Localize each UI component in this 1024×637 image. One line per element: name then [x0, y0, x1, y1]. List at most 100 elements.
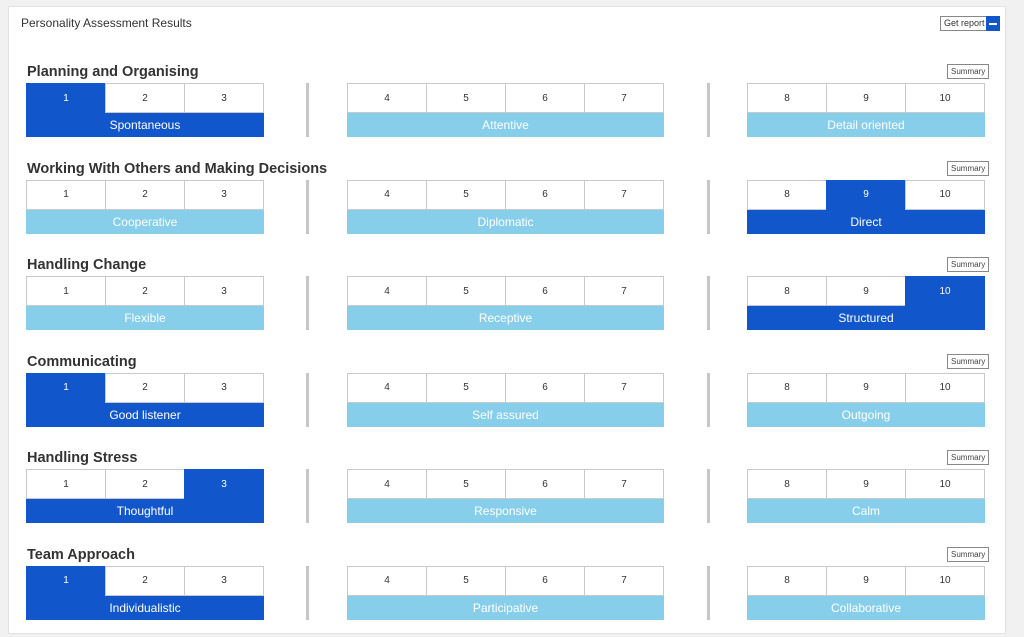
summary-button[interactable]: Summary — [947, 353, 990, 369]
scale-group: 8 9 10 Detail oriented — [747, 83, 985, 137]
summary-button[interactable]: Summary — [947, 64, 990, 79]
scale-group: 8 9 10 Outgoing — [747, 372, 985, 427]
scale-cell: 9 — [826, 276, 906, 306]
scale-cells: 8 9 10 — [747, 83, 985, 113]
scale-cell: 5 — [426, 565, 506, 596]
scale-cell: 4 — [347, 372, 427, 403]
scale-label: Good listener — [26, 402, 264, 427]
scale-label: Diplomatic — [347, 209, 664, 234]
scale-cells: 8 9 10 — [747, 469, 985, 499]
scale-cell: 4 — [347, 565, 427, 596]
section-title: Handling Change — [27, 257, 147, 273]
assessment-section: Working With Others and Making Decisions… — [9, 160, 1007, 241]
scale-cells: 8 9 10 — [747, 565, 985, 596]
scale-cell: 2 — [105, 179, 185, 210]
scale-label: Spontaneous — [26, 113, 264, 137]
summary-button[interactable]: Summary — [947, 160, 990, 176]
scale-cell: 6 — [505, 83, 585, 113]
scale-cell: 3 — [184, 565, 264, 596]
scale-group: 4 5 6 7 Attentive — [347, 83, 664, 137]
scale-label: Individualistic — [26, 595, 264, 620]
scale-group: 8 9 10 Structured — [747, 276, 985, 330]
scale-cell: 10 — [905, 565, 985, 596]
scale-cell: 10 — [905, 469, 985, 499]
scale-cell: 5 — [426, 83, 506, 113]
scale-group: 8 9 10 Direct — [747, 179, 985, 234]
scale-group: 1 2 3 Individualistic — [26, 565, 264, 620]
scale-label: Attentive — [347, 113, 664, 137]
scale-cell: 8 — [747, 179, 827, 210]
scale-label: Thoughtful — [26, 499, 264, 523]
assessment-section: Communicating Summary 1 2 3 Good listener 4 5 6 7… — [9, 353, 1007, 434]
assessment-section: Team Approach Summary 1 2 3 Individualistic 4 5… — [9, 546, 1007, 627]
summary-button[interactable]: Summary — [947, 450, 990, 465]
panel-title: Personality Assessment Results — [21, 16, 192, 30]
scale-cell: 4 — [347, 83, 427, 113]
scale-cell: 9 — [826, 83, 906, 113]
scale-cells: 8 9 10 — [747, 179, 985, 210]
scale-group: 4 5 6 7 Participative — [347, 565, 664, 620]
scale-cell: 8 — [747, 565, 827, 596]
scale-cell: 9 — [826, 565, 906, 596]
scale-label: Structured — [747, 306, 985, 330]
scale-cell-selected: 3 — [184, 469, 264, 499]
group-divider — [306, 372, 309, 427]
section-title: Communicating — [27, 353, 137, 370]
section-title: Handling Stress — [27, 450, 138, 466]
scale-label: Outgoing — [747, 402, 985, 427]
group-divider — [707, 372, 710, 427]
scale-cell: 7 — [584, 83, 664, 113]
collapse-button[interactable] — [986, 16, 1000, 31]
scale-cell: 6 — [505, 469, 585, 499]
scale-cell: 8 — [747, 83, 827, 113]
get-report-button[interactable]: Get report — [940, 16, 989, 31]
assessment-panel: Personality Assessment Results Get repor… — [8, 6, 1006, 634]
scale-label: Receptive — [347, 306, 664, 330]
scale-cell-selected: 1 — [26, 83, 106, 113]
scale-cell: 2 — [105, 469, 185, 499]
scale-label: Direct — [747, 209, 985, 234]
group-divider — [707, 83, 710, 137]
scale-cell-selected: 1 — [26, 372, 106, 403]
scale-group: 4 5 6 7 Receptive — [347, 276, 664, 330]
group-divider — [306, 83, 309, 137]
scale-cell: 2 — [105, 565, 185, 596]
scale-cell: 1 — [26, 179, 106, 210]
scale-label: Collaborative — [747, 595, 985, 620]
scale-cell: 10 — [905, 83, 985, 113]
scale-cell: 7 — [584, 276, 664, 306]
group-divider — [306, 469, 309, 523]
scale-group: 1 2 3 Thoughtful — [26, 469, 264, 523]
scale-group: 8 9 10 Collaborative — [747, 565, 985, 620]
scale-group: 4 5 6 7 Self assured — [347, 372, 664, 427]
scale-group: 1 2 3 Spontaneous — [26, 83, 264, 137]
scale-cell: 6 — [505, 179, 585, 210]
scale-cell: 10 — [905, 372, 985, 403]
scale-label: Responsive — [347, 499, 664, 523]
summary-button[interactable]: Summary — [947, 546, 990, 562]
scale-cell: 2 — [105, 372, 185, 403]
scale-cell: 5 — [426, 372, 506, 403]
scale-cell: 4 — [347, 469, 427, 499]
summary-button[interactable]: Summary — [947, 257, 990, 272]
assessment-section: Handling Stress Summary 1 2 3 Thoughtful 4 5 6 7 R… — [9, 450, 1007, 530]
scale-cell: 2 — [105, 276, 185, 306]
scale-cell: 5 — [426, 179, 506, 210]
scale-group: 1 2 3 Cooperative — [26, 179, 264, 234]
assessment-section: Handling Change Summary 1 2 3 Flexible 4 5 6 7 Rec… — [9, 257, 1007, 337]
section-title: Planning and Organising — [27, 64, 199, 80]
scale-cell-selected: 9 — [826, 179, 906, 210]
group-divider — [707, 565, 710, 620]
scale-group: 1 2 3 Good listener — [26, 372, 264, 427]
scale-cell: 3 — [184, 372, 264, 403]
scale-cell: 7 — [584, 372, 664, 403]
scale-cell: 1 — [26, 276, 106, 306]
scale-label: Calm — [747, 499, 985, 523]
